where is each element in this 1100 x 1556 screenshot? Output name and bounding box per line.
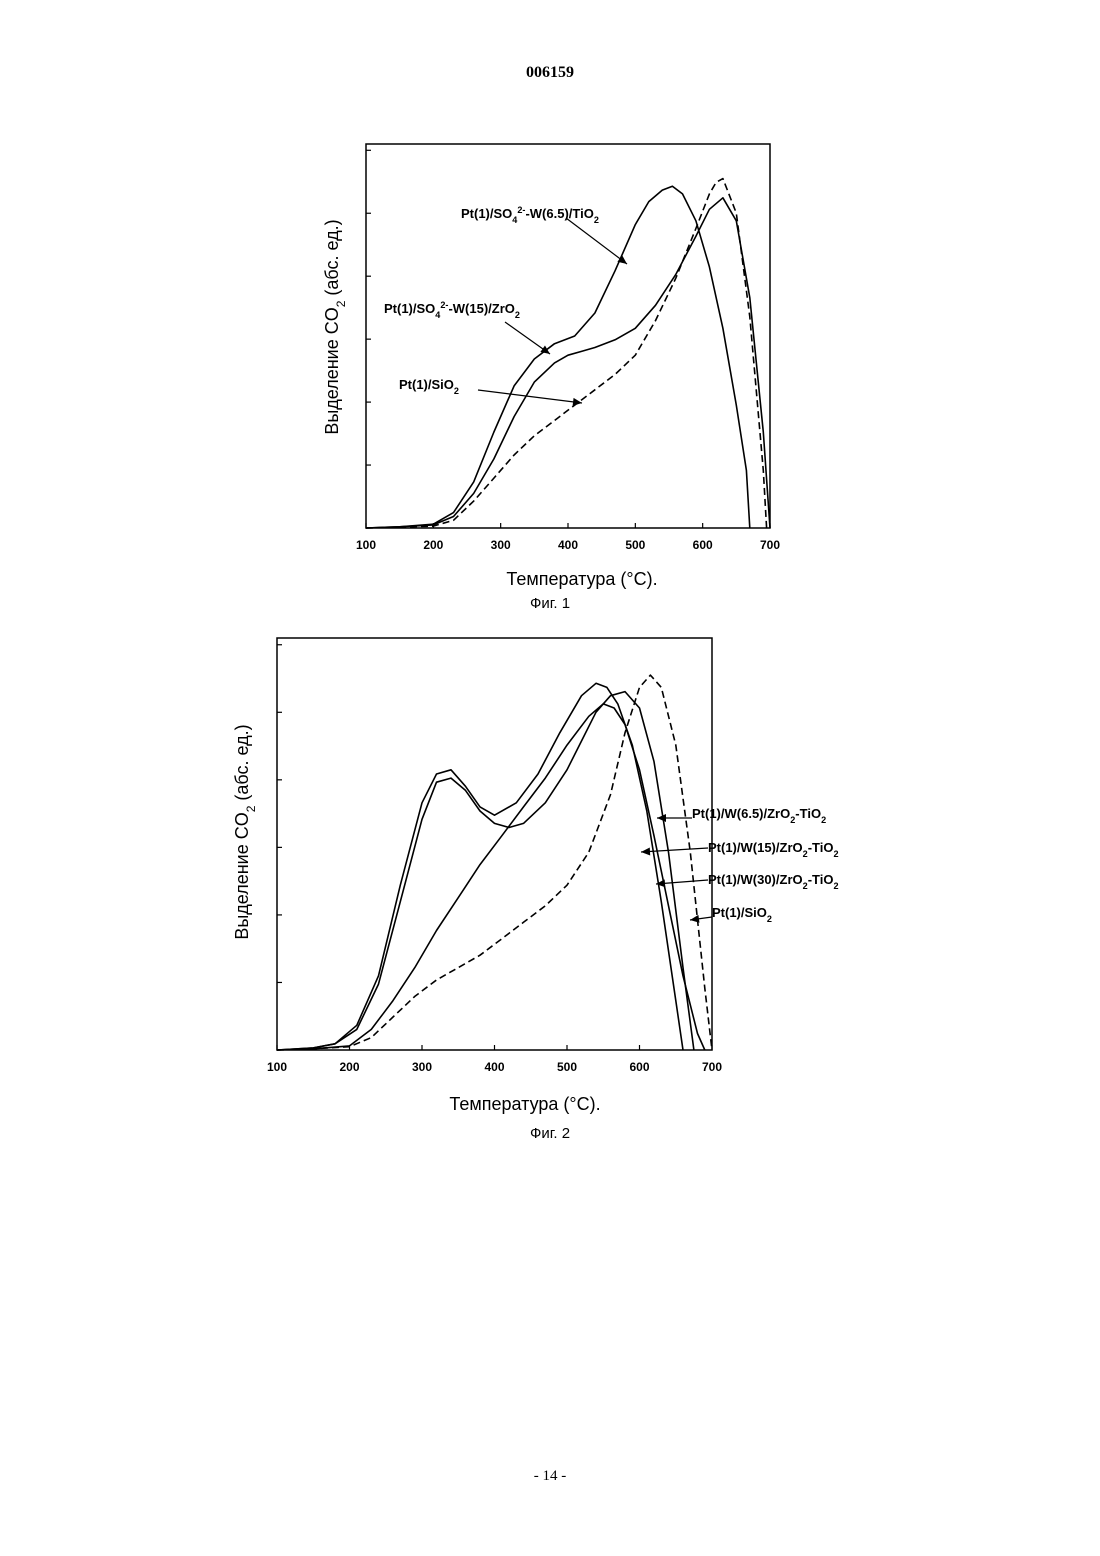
page-number: - 14 -: [0, 1468, 1100, 1485]
figure-1: 100 200 300 400 500 600 700 Температура (°C). Вы…: [0, 0, 1100, 635]
series-line-4: [277, 675, 712, 1050]
chart-1: 100 200 300 400 500 600 700 Температура (°C). Вы…: [0, 0, 1100, 630]
figure-caption: Фиг. 1: [530, 595, 570, 612]
y-axis-label: Выделение CO2 (абс. ед.): [322, 219, 348, 434]
x-tick-label: 100: [356, 538, 376, 552]
svg-text:Pt(1)/SO42--W(6.5)/TiO2: Pt(1)/SO42--W(6.5)/TiO2: [461, 205, 599, 225]
x-tick-label: 600: [629, 1060, 649, 1074]
svg-text:Pt(1)/SiO2: Pt(1)/SiO2: [712, 905, 772, 924]
svg-text:Pt(1)/SO42--W(15)/ZrO2: Pt(1)/SO42--W(15)/ZrO2: [384, 300, 520, 320]
curve-label-2: Pt(1)/SO42--W(15)/ZrO2: [384, 300, 550, 354]
plot-frame: [366, 144, 770, 528]
x-tick-label: 700: [760, 538, 780, 552]
curve-label-1: Pt(1)/SO42--W(6.5)/TiO2: [461, 205, 627, 264]
x-axis-label: Температура (°C).: [506, 569, 657, 589]
x-tick-label: 100: [267, 1060, 287, 1074]
y-axis-label: Выделение CO2 (абс. ед.): [232, 724, 258, 939]
series-line-3: [366, 179, 767, 528]
svg-text:Pt(1)/W(15)/ZrO2-TiO2: Pt(1)/W(15)/ZrO2-TiO2: [708, 840, 839, 859]
label-arrow: [478, 390, 582, 403]
y-axis-label-group: Выделение CO2 (абс. ед.): [232, 724, 258, 939]
x-tick-label: 200: [423, 538, 443, 552]
curve-label-4: Pt(1)/SiO2: [690, 905, 772, 924]
curve-label-3: Pt(1)/W(30)/ZrO2-TiO2: [656, 872, 839, 891]
curve-label-1: Pt(1)/W(6.5)/ZrO2-TiO2: [657, 806, 826, 825]
x-tick-label: 400: [484, 1060, 504, 1074]
y-axis-label-group: Выделение CO2 (абс. ед.): [322, 219, 348, 434]
x-axis-label: Температура (°C).: [449, 1094, 600, 1114]
svg-text:Pt(1)/SiO2: Pt(1)/SiO2: [399, 377, 459, 396]
label-arrowhead: [573, 398, 582, 406]
svg-text:Pt(1)/W(30)/ZrO2-TiO2: Pt(1)/W(30)/ZrO2-TiO2: [708, 872, 839, 891]
plot-frame: [277, 638, 712, 1050]
label-arrowhead: [657, 814, 666, 822]
x-tick-label: 600: [693, 538, 713, 552]
x-tick-label: 300: [412, 1060, 432, 1074]
label-arrowhead: [690, 915, 699, 923]
figure-2: 100 200 300 400 500 600 700 Температура (°C). Вы…: [0, 620, 1100, 1165]
chart-2: 100 200 300 400 500 600 700 Температура (°C). Вы…: [0, 620, 1100, 1160]
x-tick-label: 500: [625, 538, 645, 552]
x-tick-label: 300: [491, 538, 511, 552]
figure-caption: Фиг. 2: [530, 1125, 570, 1142]
series-line-1: [277, 683, 683, 1050]
x-tick-label: 200: [339, 1060, 359, 1074]
label-arrowhead: [641, 847, 650, 855]
x-tick-label: 700: [702, 1060, 722, 1074]
x-tick-label: 400: [558, 538, 578, 552]
curve-label-2: Pt(1)/W(15)/ZrO2-TiO2: [641, 840, 839, 859]
series-line-2: [366, 198, 770, 528]
curve-label-3: Pt(1)/SiO2: [399, 377, 582, 406]
x-tick-label: 500: [557, 1060, 577, 1074]
series-line-3: [277, 704, 705, 1050]
label-arrow: [641, 848, 708, 852]
